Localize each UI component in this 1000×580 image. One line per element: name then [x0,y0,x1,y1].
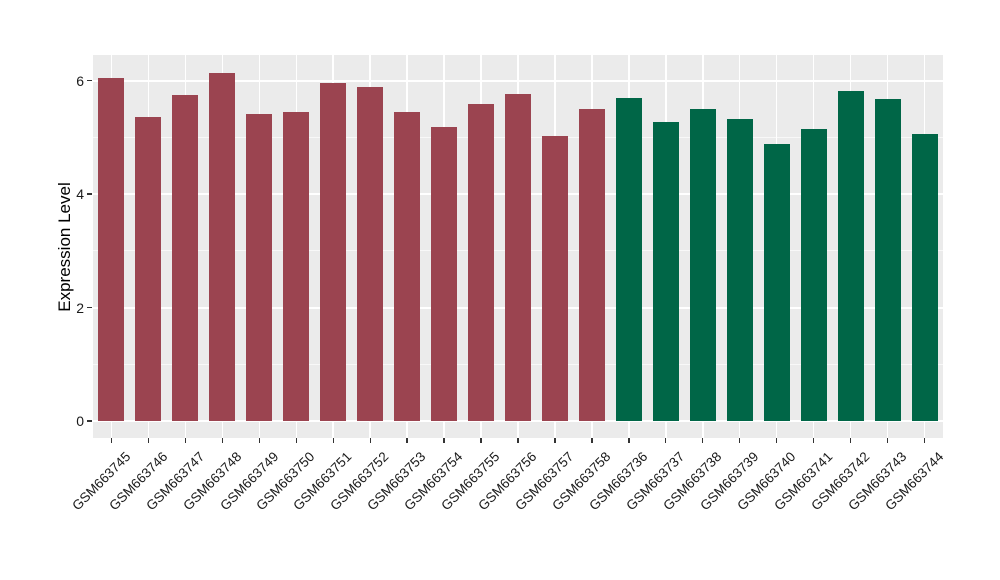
y-tick-label-0: 0 [76,413,84,429]
bar-GSM663745 [98,77,125,421]
bar-GSM663756 [505,93,531,421]
x-tick-mark [739,438,741,443]
bar-GSM663740 [763,144,790,421]
x-tick-mark [591,438,593,443]
y-tick-label-6: 6 [76,72,84,89]
x-tick-mark [480,438,482,443]
bar-GSM663746 [135,116,162,421]
plot-panel [93,55,943,438]
x-tick-mark [369,438,371,443]
x-tick-mark [554,438,556,443]
bar-GSM663738 [689,109,716,421]
bar-GSM663755 [468,103,495,421]
bar-GSM663748 [209,73,236,421]
y-tick-mark-6 [87,79,92,82]
y-tick-mark-0 [87,420,92,422]
bar-GSM663736 [615,98,642,421]
x-tick-mark [443,438,445,443]
bar-GSM663747 [172,94,199,421]
bar-GSM663757 [541,136,568,421]
bar-GSM663744 [911,133,938,421]
x-tick-mark [813,438,815,443]
x-tick-mark [776,438,778,443]
x-tick-mark [332,438,334,443]
bar-GSM663737 [652,121,679,421]
y-tick-label-4: 4 [76,186,84,203]
x-tick-mark [665,438,667,443]
bar-GSM663742 [837,91,864,421]
x-tick-mark [295,438,297,443]
x-tick-mark [849,438,852,443]
x-tick-mark [184,438,187,443]
x-tick-mark [406,438,408,443]
bar-GSM663743 [874,99,901,421]
x-tick-mark [517,438,519,443]
bar-GSM663753 [394,111,421,421]
x-tick-mark [702,438,704,443]
x-tick-mark [221,438,223,443]
bar-GSM663749 [246,114,273,421]
bar-GSM663739 [726,119,753,421]
x-tick-mark [923,438,926,443]
x-tick-mark [258,438,260,443]
x-tick-mark [628,438,630,443]
y-tick-mark-4 [87,193,92,195]
y-tick-label-2: 2 [76,299,84,316]
bar-GSM663754 [431,127,458,421]
bar-GSM663751 [320,82,347,421]
bar-GSM663750 [283,111,310,421]
bar-GSM663741 [800,128,827,421]
bar-GSM663758 [578,108,605,421]
x-tick-mark [110,438,113,443]
bar-GSM663752 [357,86,384,421]
y-tick-mark-2 [87,306,92,309]
y-axis-title: Expression Level [55,182,74,312]
x-tick-mark [147,438,150,443]
x-tick-mark [886,438,889,443]
